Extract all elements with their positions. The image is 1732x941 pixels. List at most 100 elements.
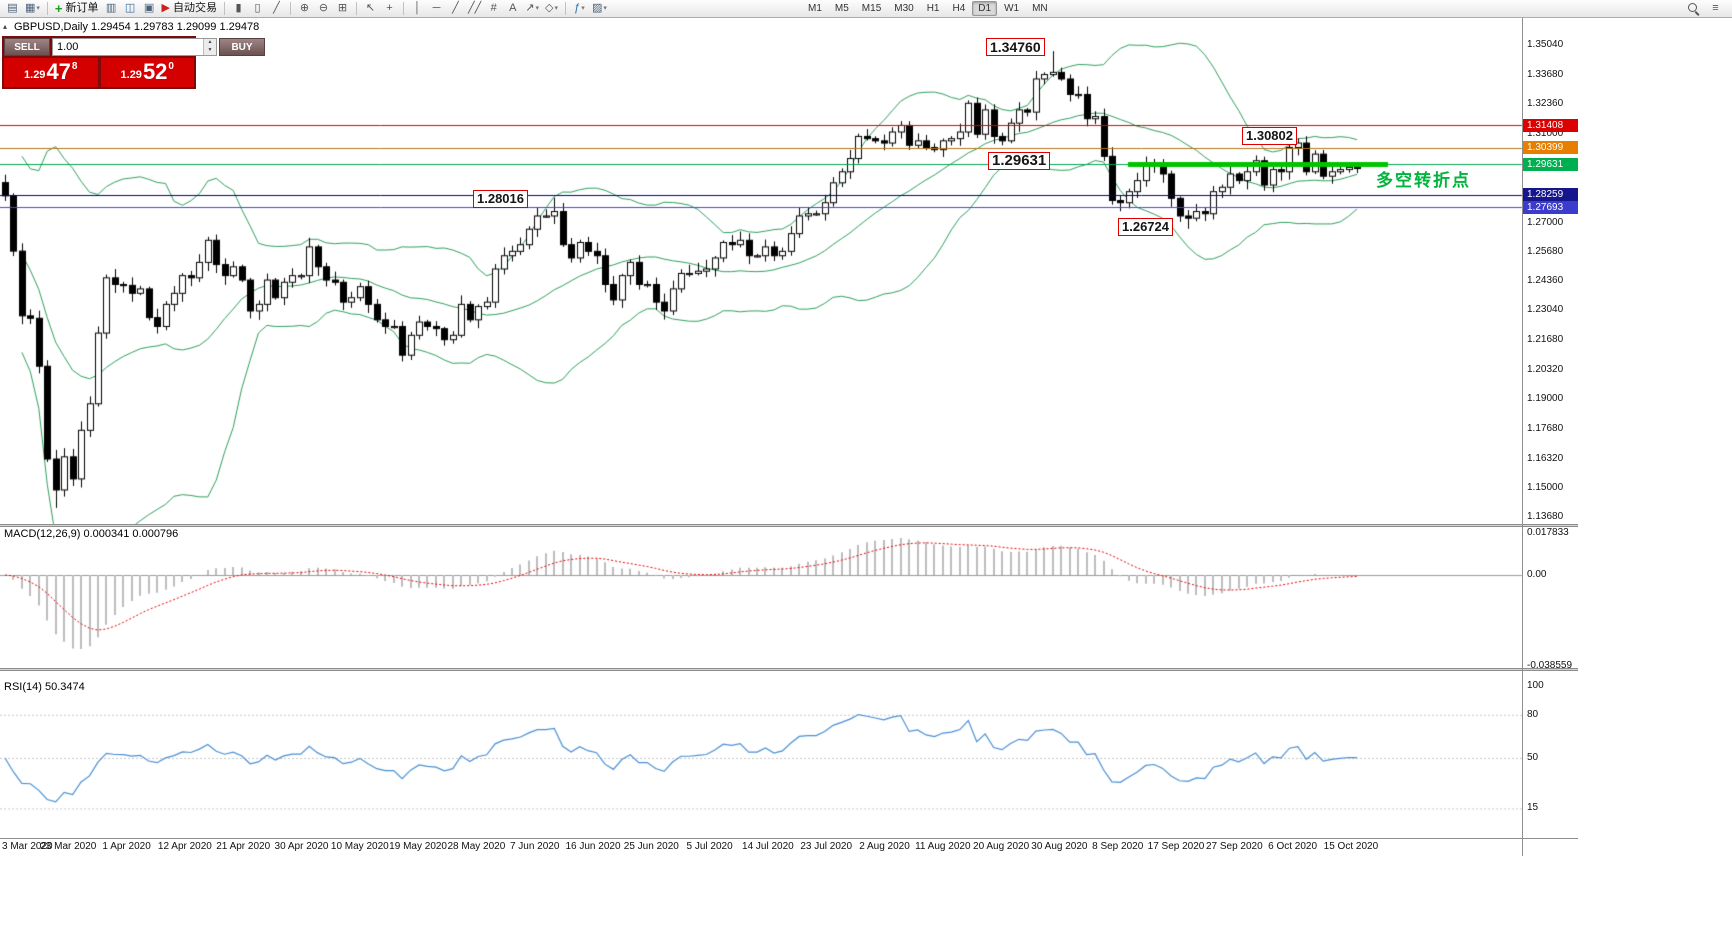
- price-axis-label: 1.33680: [1527, 69, 1564, 80]
- toolbar-separator: [46, 2, 48, 15]
- auto-trading-button[interactable]: ▶ 自动交易: [160, 1, 219, 16]
- macd-axis-label: 0.00: [1527, 569, 1547, 580]
- timeframe-button-M1[interactable]: M1: [807, 3, 822, 14]
- price-callout[interactable]: 1.28016: [473, 190, 528, 208]
- templates-icon[interactable]: ▨ ▾: [590, 1, 609, 16]
- date-label: 21 Apr 2020: [216, 841, 271, 852]
- arrows-icon[interactable]: ↗ ▾: [523, 1, 541, 16]
- vertical-line-icon-glyph: │: [414, 2, 421, 14]
- price-axis-label: 1.19000: [1527, 393, 1564, 405]
- date-label: 15 Oct 2020: [1323, 841, 1379, 852]
- volume-up-icon[interactable]: [204, 39, 216, 47]
- chart-window-icon[interactable]: ▥: [103, 1, 120, 16]
- trendline-icon[interactable]: ╱: [447, 1, 464, 16]
- date-label: 30 Aug 2020: [1031, 841, 1088, 852]
- fibonacci-icon[interactable]: #: [485, 1, 502, 16]
- price-axis-separator[interactable]: [1522, 18, 1523, 856]
- line-chart-icon[interactable]: ╱: [268, 1, 285, 16]
- zoom-in-icon[interactable]: ⊕: [296, 1, 313, 16]
- bar-chart-icon[interactable]: ▮: [230, 1, 247, 16]
- toolbar-separator: [402, 2, 404, 15]
- price-axis-badge: 1.29631: [1523, 157, 1578, 171]
- timeframe-button-M30[interactable]: M30: [894, 3, 914, 14]
- new-order-glyph: +: [54, 1, 63, 16]
- date-label: 30 Apr 2020: [274, 841, 329, 852]
- channel-icon[interactable]: ╱╱: [466, 1, 483, 16]
- bar-chart-icon-glyph: ▮: [235, 2, 242, 14]
- sell-button[interactable]: SELL: [4, 38, 50, 56]
- new-chart-icon[interactable]: ▤: [4, 1, 21, 16]
- date-label: 27 Sep 2020: [1205, 841, 1263, 852]
- volume-input[interactable]: [53, 39, 203, 55]
- buy-price-point: 0: [168, 61, 174, 72]
- timeframe-button-W1[interactable]: W1: [1004, 3, 1020, 14]
- timeframe-button-H1[interactable]: H1: [926, 3, 940, 14]
- price-callout[interactable]: 1.30802: [1242, 127, 1297, 145]
- date-label: 1 Apr 2020: [102, 841, 151, 852]
- channel-icon-glyph: ╱╱: [467, 2, 482, 14]
- buy-button[interactable]: BUY: [219, 38, 265, 56]
- crosshair-icon[interactable]: +: [381, 1, 398, 16]
- buy-price-head: 1.29: [120, 69, 142, 81]
- price-axis-label: 1.27000: [1527, 216, 1564, 228]
- timeframe-button-MN[interactable]: MN: [1032, 3, 1048, 14]
- price-callout[interactable]: 1.34760: [986, 38, 1045, 56]
- chevron-down-icon: ▾: [554, 5, 558, 12]
- rsi-axis-label: 100: [1527, 680, 1544, 691]
- tile-windows-icon-glyph: ⊞: [337, 2, 348, 14]
- macd-axis-label: 0.017833: [1527, 527, 1569, 538]
- date-label: 10 May 2020: [330, 841, 389, 852]
- date-label: 25 Jun 2020: [623, 841, 679, 852]
- date-label: 23 Mar 2020: [40, 841, 97, 852]
- new-order-button[interactable]: + 新订单: [53, 1, 101, 16]
- date-label: 5 Jul 2020: [686, 841, 733, 852]
- horizontal-line-icon[interactable]: ─: [428, 1, 445, 16]
- market-watch-icon[interactable]: ◫: [122, 1, 139, 16]
- vertical-line-icon[interactable]: │: [409, 1, 426, 16]
- price-axis-label: 1.13680: [1527, 510, 1564, 522]
- data-window-icon-glyph: ▣: [143, 2, 155, 14]
- chevron-down-icon: ▾: [581, 5, 585, 12]
- candlestick-chart-icon[interactable]: ▯: [249, 1, 266, 16]
- sell-price-tile[interactable]: 1.29 47 8: [4, 58, 98, 87]
- macd-axis-label: -0.038559: [1527, 659, 1573, 671]
- price-callout[interactable]: 1.26724: [1118, 218, 1173, 236]
- indicators-icon[interactable]: ƒ ▾: [571, 1, 588, 16]
- candlestick-chart-icon-glyph: ▯: [254, 2, 261, 14]
- one-click-trading-panel: SELL BUY 1.29 47 8 1.29 52 0: [2, 36, 265, 89]
- menu-icon[interactable]: ≡: [1712, 2, 1719, 14]
- buy-price-tile[interactable]: 1.29 52 0: [100, 58, 194, 87]
- chart-profiles-icon[interactable]: ▦ ▾: [23, 1, 42, 16]
- panel-divider[interactable]: [0, 668, 1578, 671]
- timeframe-button-M5[interactable]: M5: [834, 3, 849, 14]
- price-axis-label: 1.16320: [1527, 452, 1564, 464]
- search-icon[interactable]: [1688, 3, 1699, 14]
- templates-icon-glyph: ▨: [591, 2, 603, 14]
- rsi-axis-label: 80: [1527, 708, 1539, 720]
- date-label: 6 Oct 2020: [1268, 841, 1318, 852]
- toolbar-separator: [564, 2, 566, 15]
- timeframe-button-D1[interactable]: D1: [972, 1, 998, 16]
- shapes-icon[interactable]: ◇ ▾: [543, 1, 560, 16]
- auto-trading-glyph: ▶: [161, 2, 170, 14]
- timeframe-button-H4[interactable]: H4: [952, 3, 966, 14]
- price-callout[interactable]: 1.29631: [988, 152, 1051, 170]
- zoom-in-icon-glyph: ⊕: [299, 2, 310, 14]
- new-order-button-label: 新订单: [65, 2, 99, 14]
- panel-divider[interactable]: [0, 524, 1578, 527]
- timeframe-button-M15[interactable]: M15: [861, 3, 882, 14]
- data-window-icon[interactable]: ▣: [141, 1, 158, 16]
- toolbar-separator: [223, 2, 225, 15]
- tile-windows-icon[interactable]: ⊞: [334, 1, 351, 16]
- sell-price-pips: 47: [46, 59, 71, 84]
- rsi-axis-label: 50: [1527, 752, 1539, 763]
- zoom-out-icon[interactable]: ⊖: [315, 1, 332, 16]
- price-axis-label: 1.24360: [1527, 274, 1564, 286]
- pivot-annotation[interactable]: 多空转折点: [1376, 171, 1471, 190]
- market-watch-icon-glyph: ◫: [124, 2, 136, 14]
- cursor-icon[interactable]: ↖: [362, 1, 379, 16]
- date-label: 11 Aug 2020: [915, 841, 971, 852]
- volume-down-icon[interactable]: [204, 47, 216, 55]
- text-icon[interactable]: A: [504, 1, 521, 16]
